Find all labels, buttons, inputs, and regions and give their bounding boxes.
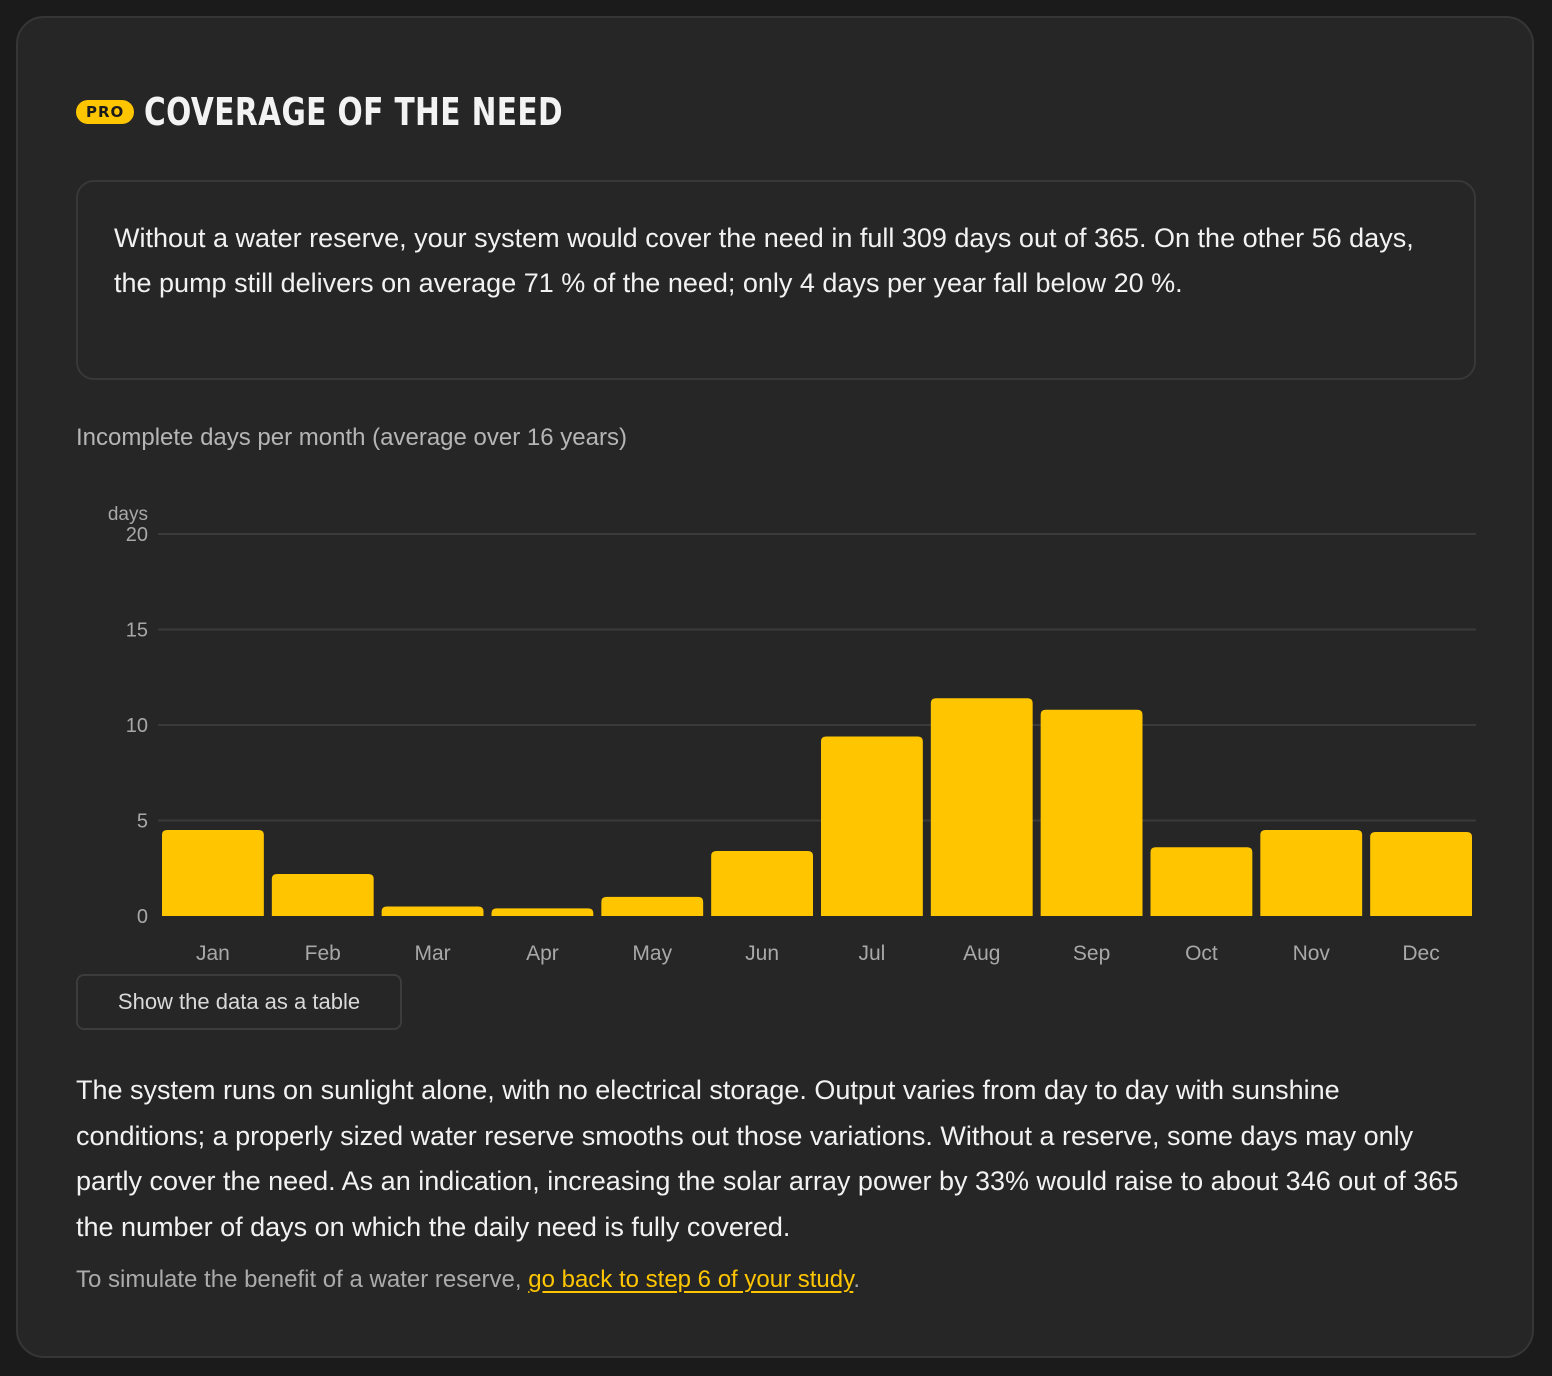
summary-box: Without a water reserve, your system wou…: [76, 180, 1476, 380]
y-tick-label: 0: [137, 906, 148, 928]
y-axis-unit-label: days: [108, 504, 148, 525]
bar-jul[interactable]: [821, 736, 923, 916]
chart-labels: days 0 5 10 15 20 Jan Feb Mar Apr May Jun Jul Aug Sep O…: [108, 504, 1440, 965]
x-tick-label-mar: Mar: [414, 942, 450, 965]
card-header: PRO Coverage of the need: [76, 90, 682, 134]
bar-apr[interactable]: [491, 908, 594, 916]
footnote: To simulate the benefit of a water reser…: [76, 1266, 860, 1294]
incomplete-days-bar-chart: days 0 5 10 15 20 Jan Feb Mar Apr May Jun Jul Aug Sep O…: [108, 504, 1476, 965]
bar-sep[interactable]: [1040, 709, 1143, 916]
x-tick-label-may: May: [632, 942, 672, 965]
bar-jan[interactable]: [162, 830, 264, 916]
chart-gridlines: [158, 533, 1476, 822]
x-tick-label-dec: Dec: [1402, 942, 1439, 965]
x-tick-label-feb: Feb: [305, 942, 341, 965]
bar-jun[interactable]: [711, 851, 813, 916]
x-tick-label-jun: Jun: [745, 942, 779, 965]
bar-oct[interactable]: [1150, 847, 1253, 916]
x-tick-label-jul: Jul: [858, 942, 885, 965]
coverage-card: PRO Coverage of the need Without a water…: [16, 16, 1534, 1358]
y-tick-label: 5: [137, 811, 148, 833]
step-6-link[interactable]: go back to step 6 of your study: [528, 1266, 854, 1293]
bar-mar[interactable]: [381, 906, 484, 916]
explanation-text: The system runs on sunlight alone, with …: [76, 1075, 1459, 1242]
x-tick-label-jan: Jan: [196, 942, 230, 965]
pro-badge: PRO: [76, 100, 135, 124]
footnote-prefix: To simulate the benefit of a water reser…: [76, 1266, 529, 1293]
bar-may[interactable]: [601, 896, 704, 916]
y-tick-label: 10: [126, 715, 148, 737]
x-tick-label-aug: Aug: [963, 942, 1000, 965]
bar-feb[interactable]: [271, 873, 374, 916]
bar-aug[interactable]: [930, 698, 1033, 916]
chart-bars: [162, 698, 1472, 916]
bar-nov[interactable]: [1260, 830, 1363, 916]
x-tick-label-sep: Sep: [1073, 942, 1110, 965]
bar-dec[interactable]: [1370, 831, 1472, 916]
x-tick-label-apr: Apr: [526, 942, 559, 965]
summary-text: Without a water reserve, your system wou…: [114, 223, 1414, 298]
card-title: Coverage of the need: [144, 90, 564, 134]
y-tick-label: 15: [126, 620, 148, 642]
footnote-suffix: .: [853, 1266, 860, 1293]
chart-title: Incomplete days per month (average over …: [76, 424, 627, 451]
y-tick-label: 20: [126, 524, 148, 546]
x-tick-label-oct: Oct: [1185, 942, 1218, 965]
show-table-button[interactable]: Show the data as a table: [76, 974, 402, 1030]
x-tick-label-nov: Nov: [1293, 942, 1331, 965]
